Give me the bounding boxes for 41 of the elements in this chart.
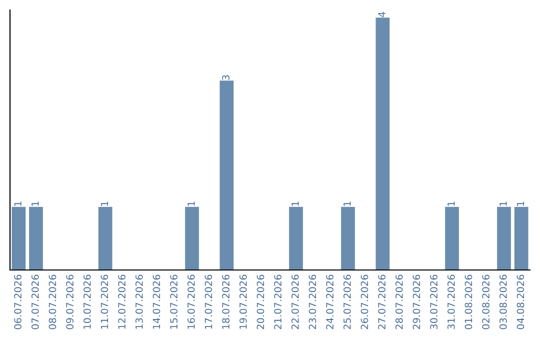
x-tick-label: 13.07.2026 bbox=[135, 274, 143, 329]
data-label: 1 bbox=[32, 202, 39, 206]
data-label: 1 bbox=[14, 202, 22, 206]
x-tick-label: 04.08.2026 bbox=[516, 274, 524, 330]
x-tick-label: 11.07.2026 bbox=[100, 274, 108, 329]
x-tick-label: 10.07.2026 bbox=[83, 274, 91, 329]
x-tick-label: 16.07.2026 bbox=[187, 274, 195, 329]
x-tick-label: 08.07.2026 bbox=[48, 274, 56, 330]
x-tick-label: 26.07.2026 bbox=[360, 274, 368, 330]
x-tick-label: 21.07.2026 bbox=[274, 274, 282, 330]
x-tick-label: 17.07.2026 bbox=[204, 274, 212, 329]
data-label: 3 bbox=[222, 75, 230, 80]
x-tick-label: 15.07.2026 bbox=[170, 274, 178, 329]
x-tick-label: 23.07.2026 bbox=[308, 274, 316, 330]
x-tick-label: 20.07.2026 bbox=[256, 274, 264, 330]
x-tick-label: 28.07.2026 bbox=[395, 274, 403, 330]
x-tick-label: 03.08.2026 bbox=[499, 274, 507, 330]
x-tick-label: 29.07.2026 bbox=[412, 274, 420, 330]
data-label: 1 bbox=[516, 202, 524, 206]
x-tick-label: 14.07.2026 bbox=[152, 274, 160, 329]
data-label: 1 bbox=[100, 202, 108, 206]
x-tick-label: 25.07.2026 bbox=[343, 274, 351, 330]
x-tick-label: 22.07.2026 bbox=[291, 274, 299, 330]
x-tick-label: 06.07.2026 bbox=[14, 274, 22, 330]
x-tick-label: 27.07.2026 bbox=[378, 274, 386, 330]
x-tick-label: 30.07.2026 bbox=[430, 274, 438, 330]
x-tick-label: 31.07.2026 bbox=[447, 274, 455, 330]
data-label: 1 bbox=[500, 202, 507, 206]
x-tick-label: 24.07.2026 bbox=[326, 274, 334, 330]
x-tick-label: 12.07.2026 bbox=[118, 274, 126, 329]
data-label: 1 bbox=[188, 202, 195, 206]
x-tick-label: 18.07.2026 bbox=[222, 274, 230, 329]
x-tick-label: 19.07.2026 bbox=[239, 274, 247, 329]
x-tick-label: 07.07.2026 bbox=[31, 274, 39, 330]
data-label: 1 bbox=[292, 202, 299, 206]
data-label: 1 bbox=[448, 202, 455, 206]
x-tick-label: 09.07.2026 bbox=[66, 274, 74, 330]
data-label: 1 bbox=[344, 202, 351, 206]
data-label: 4 bbox=[378, 12, 386, 18]
x-tick-label: 02.08.2026 bbox=[482, 274, 490, 330]
x-tick-label: 01.08.2026 bbox=[464, 274, 472, 330]
